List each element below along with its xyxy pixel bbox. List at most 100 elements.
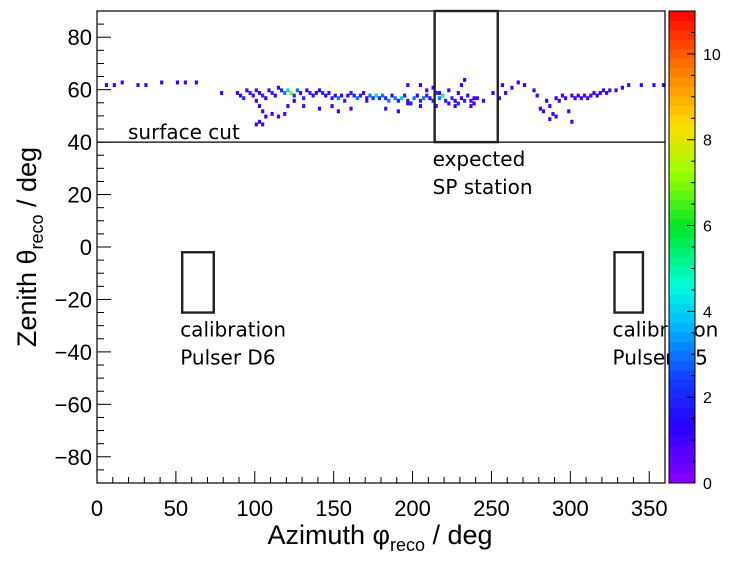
histogram-bin [390,93,394,98]
color-bar-segment [669,313,695,324]
histogram-bin [280,88,284,93]
histogram-bin [627,83,631,88]
histogram-bin [469,98,473,103]
histogram-bin [406,83,410,88]
color-bar-segment [669,275,695,286]
x-tick-label: 50 [164,496,188,521]
histogram-bin [598,90,602,95]
calibration-pulser-d6-label: Pulser D6 [180,346,275,370]
color-bar-segment [669,388,695,399]
histogram-bin [516,80,520,85]
color-bar-tick-label: 10 [703,47,721,64]
histogram-bin [317,106,322,111]
histogram-bin [261,109,265,114]
histogram-bin [538,106,542,111]
histogram-bin [144,83,148,88]
color-bar-segment [669,124,695,135]
histogram-bin [257,104,262,109]
histogram-bin [548,117,552,122]
color-bar-tick-label: 4 [703,304,712,321]
histogram-bin [453,104,457,109]
histogram-bin [175,80,180,85]
histogram-bin [440,93,445,98]
histogram-bin [418,98,423,103]
histogram-bin [412,96,416,101]
histogram-bin [570,119,574,124]
histogram-bin [463,98,467,103]
histogram-bin [447,88,451,93]
histogram-bin [283,90,287,95]
histogram-bin [434,90,438,95]
histogram-bin [365,96,369,101]
histogram-bin [330,96,334,101]
histogram-bin [377,96,381,101]
color-bar-segment [669,228,695,239]
histogram-bin [450,96,454,101]
histogram-bin [120,80,124,85]
calibration-pulser-d6-label: calibration [180,318,286,342]
color-bar-segment [669,464,695,475]
histogram-bin [267,88,271,93]
histogram-bin [396,109,400,114]
histogram-bin [541,109,546,114]
histogram-bin [339,93,344,98]
color-bar-segment [669,416,695,427]
histogram-bin [311,93,315,98]
histogram-bin [112,83,116,88]
histogram-bin [463,77,467,82]
color-bar-segment [669,331,695,342]
histogram-bin [235,90,239,95]
histogram-bin [183,80,187,85]
x-tick-label: 0 [91,496,103,521]
color-bar-segment [669,67,695,78]
histogram-bin [601,88,606,93]
histogram-bin [384,106,388,111]
color-bar-tick-label: 0 [703,476,712,493]
y-tick-label: 0 [80,235,92,260]
histogram-bin [431,98,435,103]
color-bar-tick-label: 6 [703,219,712,236]
x-tick-label: 250 [473,496,510,521]
histogram-bin [289,90,293,95]
color-bar-segment [669,350,695,361]
color-bar-segment [669,58,695,69]
histogram-bin [324,93,328,98]
histogram-bin [254,122,258,127]
histogram-bin [545,98,549,103]
color-bar-segment [669,473,695,484]
color-bar-segment [669,407,695,418]
y-tick-label: −60 [55,392,92,417]
histogram-bin [396,98,400,103]
histogram-bin [589,93,593,98]
axis-ticks: 0 50 100 150 200 250 300 350806040200−20−40−60−… [55,10,668,521]
histogram-bin [639,83,643,88]
color-bar-segment [669,360,695,371]
histogram-bin [428,96,432,101]
histogram-bin [586,96,590,101]
histogram-bin [365,98,369,103]
histogram-bin [264,114,268,119]
y-tick-label: −80 [55,445,92,470]
histogram-bin [384,96,388,101]
histogram-bin [481,98,486,103]
color-bar-segment [669,29,695,40]
plot-frame: surface cut [96,10,666,484]
histogram-bin [276,85,281,90]
calibration-pulser-d5-box [613,251,645,314]
color-bar-segment [669,133,695,144]
expected-sp-station-label: SP station [433,175,533,199]
histogram-bin [548,104,552,109]
histogram-bin [270,90,274,95]
color-bar-segment [669,265,695,276]
histogram-bin [374,93,378,98]
histogram-bin [551,111,555,116]
color-bar-segment [669,445,695,456]
y-tick-label: −20 [55,287,92,312]
histogram-bin [535,93,539,98]
histogram-bin [579,96,583,101]
color-bar-segment [669,294,695,305]
color-bar-segment [669,379,695,390]
color-bar-segment [669,435,695,446]
histogram-bin [469,104,473,109]
histogram-bin [220,90,224,95]
